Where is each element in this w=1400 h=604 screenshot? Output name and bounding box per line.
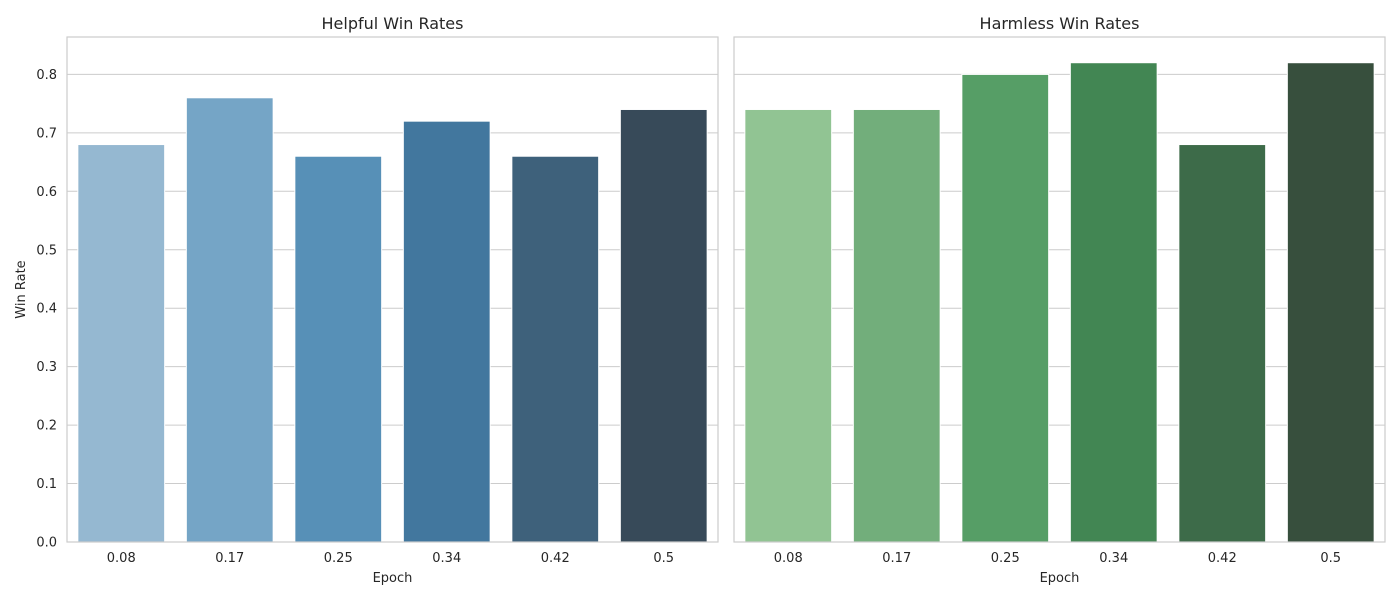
chart-1-bar-0.5 [1286, 62, 1375, 543]
chart-0-xtick-label: 0.17 [215, 551, 244, 566]
chart-0-ytick-label: 0.1 [36, 477, 57, 492]
chart-0-bar-0.25 [294, 155, 383, 543]
chart-0-bar-0.34 [402, 120, 491, 543]
chart-1-panel: 0.08 0.17 0.25 0.34 0.42 0.5 Harmless Win Rate… [733, 14, 1386, 586]
chart-0-panel: 0.0 0.1 0.2 0.3 0.4 0.5 0.6 0.7 0.8 0.08 0.17 0.25 0… [14, 14, 719, 586]
chart-1-bar-0.42 [1178, 144, 1267, 543]
chart-0-bar-0.42 [511, 155, 600, 543]
chart-0-ytick-label: 0.5 [36, 243, 57, 258]
chart-1-xtick-label: 0.42 [1208, 551, 1237, 566]
chart-1-bar-0.34 [1069, 62, 1158, 543]
chart-0-ytick-label: 0.4 [36, 302, 57, 317]
chart-1-frame [733, 36, 1386, 543]
chart-0-xtick-label: 0.08 [107, 551, 136, 566]
chart-0-ylabel: Win Rate [14, 260, 29, 318]
chart-1-bar-0.25 [961, 73, 1050, 543]
chart-0-frame [66, 36, 719, 543]
chart-0-title: Helpful Win Rates [322, 14, 464, 33]
chart-0-xtick-label: 0.42 [541, 551, 570, 566]
chart-0-ytick-label: 0.8 [36, 68, 57, 83]
chart-1-title: Harmless Win Rates [980, 14, 1140, 33]
chart-0-ytick-label: 0.3 [36, 360, 57, 375]
chart-1-xtick-label: 0.17 [882, 551, 911, 566]
chart-0-ytick-label: 0.7 [36, 126, 57, 141]
chart-0-ytick-label: 0.0 [36, 536, 57, 551]
chart-0-xtick-label: 0.34 [432, 551, 461, 566]
chart-0-xlabel: Epoch [373, 571, 413, 586]
chart-0-xtick-label: 0.25 [324, 551, 353, 566]
chart-0-xtick-label: 0.5 [653, 551, 674, 566]
chart-0-bar-0.17 [185, 97, 274, 543]
chart-0-bar-0.08 [77, 144, 166, 543]
chart-1-xtick-label: 0.25 [991, 551, 1020, 566]
chart-0-ytick-label: 0.2 [36, 419, 57, 434]
chart-0-ytick-label: 0.6 [36, 185, 57, 200]
chart-0-bar-0.5 [619, 108, 708, 543]
chart-1-bar-0.08 [744, 108, 833, 543]
chart-1-xtick-label: 0.34 [1099, 551, 1128, 566]
chart-1-bar-0.17 [852, 108, 941, 543]
chart-1-xtick-label: 0.5 [1320, 551, 1341, 566]
chart-1-xtick-label: 0.08 [774, 551, 803, 566]
chart-1-xlabel: Epoch [1040, 571, 1080, 586]
